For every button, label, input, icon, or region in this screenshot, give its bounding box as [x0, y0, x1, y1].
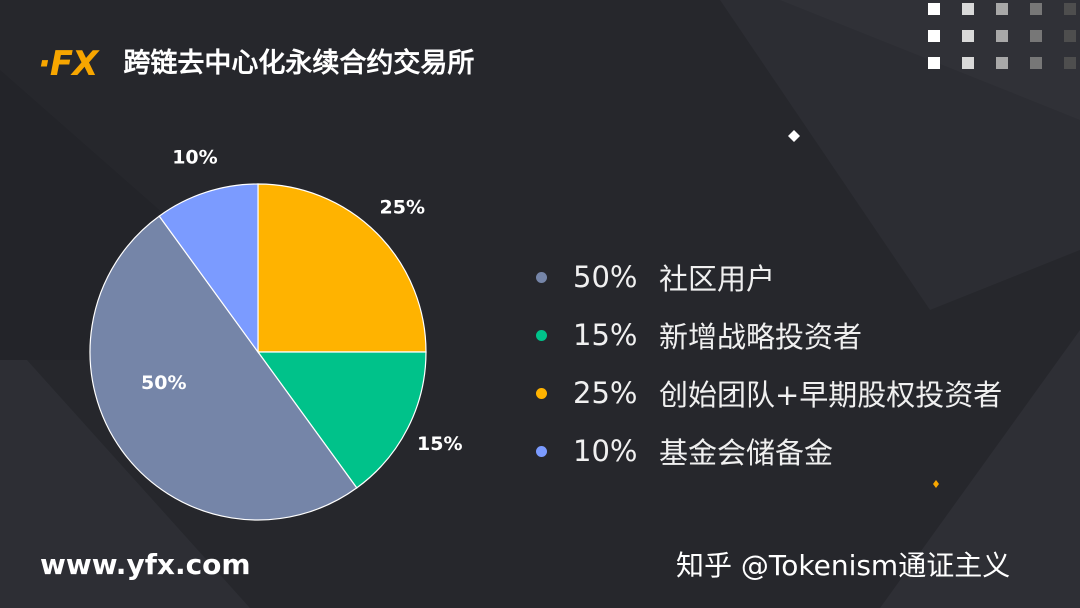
legend-dot-icon [536, 271, 547, 283]
yfx-logo: ·FX [38, 44, 98, 84]
pie-slice [257, 183, 427, 353]
legend-percent: 25% [573, 376, 638, 410]
diamond-decoration [788, 130, 800, 142]
pie-slice [89, 215, 358, 521]
legend-dot-icon [536, 329, 547, 341]
pie-slice-label: 50% [141, 372, 186, 394]
legend-label: 社区用户 [659, 262, 776, 296]
pie-slice-label: 10% [172, 146, 217, 168]
legend-percent: 15% [573, 318, 638, 352]
page-title: 跨链去中心化永续合约交易所 [123, 48, 475, 79]
small-diamond-decoration [933, 480, 939, 488]
pie-slice-label: 25% [380, 196, 425, 218]
legend-label: 新增战略投资者 [659, 320, 863, 354]
pie-slice-label: 15% [417, 433, 462, 455]
legend-dot-icon [536, 445, 547, 457]
legend-item: 50% 社区用户 [536, 248, 1002, 306]
legend-item: 15% 新增战略投资者 [536, 306, 1002, 364]
brand-header: ·FX 跨链去中心化永续合约交易所 [38, 44, 474, 84]
legend-item: 10% 基金会储备金 [536, 422, 1002, 480]
legend-label: 创始团队+早期股权投资者 [659, 378, 1003, 412]
website-url: www.yfx.com [40, 548, 251, 581]
pie-slice [256, 351, 427, 489]
dot-grid-decoration [928, 3, 1076, 69]
legend-item: 25% 创始团队+早期股权投资者 [536, 364, 1002, 422]
legend-percent: 10% [573, 434, 638, 468]
pie-slice [158, 183, 259, 354]
legend-dot-icon [536, 387, 547, 399]
source-credit: 知乎 @Tokenism通证主义 [676, 549, 1011, 582]
legend-percent: 50% [573, 260, 638, 294]
chart-legend: 50% 社区用户 15% 新增战略投资者 25% 创始团队+早期股权投资者 10% 基金会储备… [536, 248, 1002, 480]
legend-label: 基金会储备金 [659, 436, 834, 470]
